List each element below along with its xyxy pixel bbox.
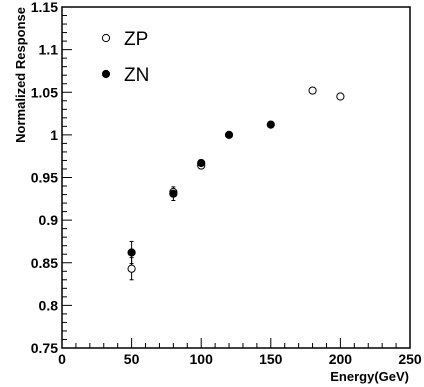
data-points xyxy=(127,86,345,273)
legend-marker-zp xyxy=(101,33,111,43)
data-point-zp xyxy=(336,92,345,101)
data-point-zn xyxy=(127,248,136,257)
y-tick-label: 0.75 xyxy=(31,340,58,356)
legend: ZP ZN xyxy=(101,29,149,86)
x-tick-label: 50 xyxy=(124,351,140,367)
error-bars xyxy=(129,186,176,281)
data-point-zn xyxy=(197,158,206,168)
y-axis-title: Normalized Response xyxy=(13,7,28,143)
y-tick-label: 1.15 xyxy=(31,0,58,15)
x-tick-label: 0 xyxy=(58,351,66,367)
x-tick-label: 150 xyxy=(259,351,283,367)
plot-frame xyxy=(61,6,411,349)
y-tick-label: 0.95 xyxy=(31,170,58,186)
data-point-zp xyxy=(127,264,136,273)
axis-ticks xyxy=(61,6,411,349)
legend-label-zp: ZP xyxy=(124,29,148,50)
y-tick-label: 1 xyxy=(50,127,58,143)
y-tick-label: 1.05 xyxy=(31,84,58,100)
legend-marker-zn xyxy=(101,69,111,79)
x-tick-label: 200 xyxy=(329,351,353,367)
axis-tick-labels: 0 50 100 150 200 250 0.75 0.8 0.85 0.9 0.95 1 1.05 1.… xyxy=(31,0,422,367)
x-axis-title: Energy(GeV) xyxy=(330,369,409,384)
x-tick-label: 250 xyxy=(398,351,422,367)
y-tick-label: 0.9 xyxy=(39,212,59,228)
legend-label-zn: ZN xyxy=(124,65,149,86)
data-point-zn xyxy=(224,130,234,139)
data-point-zn xyxy=(169,189,178,198)
y-tick-label: 0.85 xyxy=(31,255,58,271)
data-point-zp xyxy=(308,86,317,95)
y-tick-label: 1.1 xyxy=(39,42,59,58)
x-tick-label: 100 xyxy=(190,351,214,367)
data-point-zn xyxy=(266,120,275,129)
y-tick-label: 0.8 xyxy=(39,297,59,313)
